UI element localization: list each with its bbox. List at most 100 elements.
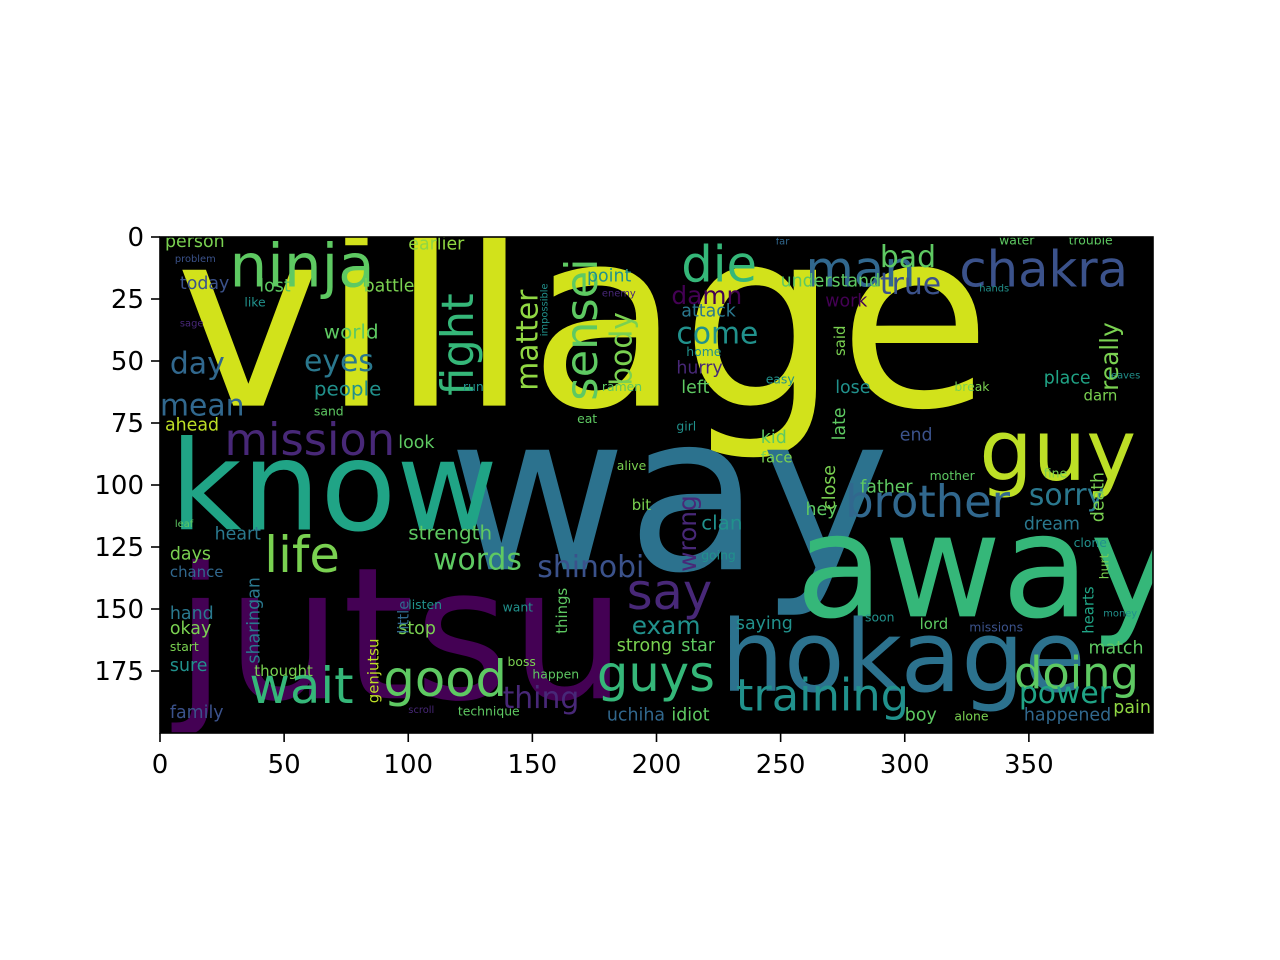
y-tick-label: 100	[94, 471, 144, 501]
word-point: point	[587, 267, 632, 287]
word-little: little	[394, 601, 412, 634]
word-genjutsu: genjutsu	[365, 639, 383, 704]
word-people: people	[314, 378, 381, 401]
y-tick-label: 75	[111, 409, 144, 439]
word-scroll: scroll	[408, 705, 434, 716]
word-hurry: hurry	[676, 358, 722, 378]
word-pain: pain	[1113, 698, 1151, 718]
word-exam: exam	[632, 611, 701, 640]
word-clan: clan	[701, 512, 742, 535]
word-missions: missions	[969, 619, 1023, 634]
word-ahead: ahead	[165, 415, 219, 435]
word-okay: okay	[170, 619, 211, 639]
word-going: going	[701, 547, 736, 562]
word-thought: thought	[254, 662, 313, 680]
word-mother: mother	[930, 468, 976, 483]
word-strength: strength	[408, 522, 492, 545]
word-late: late	[830, 407, 850, 440]
word-matter: matter	[510, 289, 545, 391]
word-saying: saying	[736, 614, 793, 634]
x-axis: 0 50 100 150 200 250 300 350	[152, 733, 1054, 780]
word-fine: fine	[1044, 466, 1067, 481]
word-home: home	[686, 344, 721, 359]
word-true: true	[880, 267, 941, 302]
word-guys: guys	[597, 645, 715, 703]
word-trouble: trouble	[1069, 232, 1113, 247]
word-darn: darn	[1084, 387, 1118, 405]
word-easy: easy	[766, 371, 795, 386]
word-stop: stop	[398, 619, 436, 639]
word-understand: understand	[781, 272, 881, 292]
y-axis: 0 25 50 75 100 125 150 175	[94, 223, 160, 687]
word-doing: doing	[1014, 647, 1139, 699]
word-things: things	[553, 587, 571, 633]
word-damn: damn	[671, 281, 742, 310]
word-person: person	[165, 232, 225, 252]
word-shinobi: shinobi	[537, 550, 644, 585]
word-death: death	[1088, 472, 1108, 522]
word-like: like	[244, 294, 265, 309]
x-tick-label: 100	[383, 750, 433, 780]
y-tick-label: 25	[111, 285, 144, 315]
word-happened: happened	[1024, 706, 1111, 726]
word-come: come	[676, 317, 758, 352]
word-close: close	[820, 465, 840, 510]
word-girl: girl	[676, 418, 696, 433]
x-tick-label: 0	[152, 750, 169, 780]
word-thing: thing	[503, 681, 580, 716]
word-bit: bit	[632, 496, 652, 514]
word-sharingan: sharingan	[244, 577, 264, 663]
word-day: day	[170, 346, 225, 381]
word-leaf: leaf	[175, 519, 194, 530]
word-listen: listen	[408, 597, 442, 612]
word-alone: alone	[954, 709, 988, 724]
word-body: body	[605, 312, 640, 386]
word-idiot: idiot	[671, 706, 709, 726]
word-fight: fight	[432, 293, 484, 395]
y-tick-label: 0	[127, 223, 144, 253]
word-guy: guy	[979, 402, 1136, 500]
word-sensei: sensei	[556, 258, 608, 400]
word-enemy: enemy	[602, 289, 636, 300]
word-happen: happen	[532, 666, 579, 681]
word-face: face	[761, 449, 793, 467]
word-say: say	[627, 563, 713, 621]
word-father: father	[860, 477, 913, 497]
word-end: end	[900, 425, 933, 445]
word-bad: bad	[880, 240, 936, 275]
word-strong: strong	[617, 636, 672, 656]
word-alive: alive	[617, 458, 646, 473]
word-sorry: sorry	[1029, 478, 1104, 513]
word-leaves: leaves	[1108, 370, 1140, 381]
word-heart: heart	[215, 525, 262, 545]
word-sage: sage	[180, 318, 204, 329]
word-kid: kid	[761, 428, 787, 448]
x-tick-label: 150	[508, 750, 558, 780]
word-sure: sure	[170, 656, 208, 676]
word-chakra: chakra	[959, 241, 1128, 299]
y-tick-label: 150	[94, 595, 144, 625]
word-jutsu: jutsu	[171, 528, 627, 742]
word-run: run	[463, 379, 484, 394]
word-words: words	[433, 542, 522, 577]
word-dream: dream	[1024, 515, 1080, 535]
word-boss: boss	[508, 654, 536, 669]
word-hand: hand	[170, 604, 214, 624]
x-tick-label: 350	[1004, 750, 1054, 780]
word-hearts: hearts	[1079, 586, 1097, 634]
word-battle: battle	[364, 277, 415, 297]
word-attack: attack	[681, 301, 737, 321]
word-said: said	[831, 326, 849, 356]
x-tick-label: 200	[632, 750, 682, 780]
word-technique: technique	[458, 704, 520, 719]
word-really: really	[1095, 322, 1124, 391]
word-power: power	[1019, 676, 1112, 711]
word-hokage: hokage	[721, 600, 1085, 715]
word-star: star	[681, 636, 716, 656]
word-away: away	[796, 482, 1175, 650]
word-chance: chance	[170, 563, 224, 581]
word-ramen: ramen	[602, 379, 642, 394]
word-match: match	[1089, 639, 1144, 659]
